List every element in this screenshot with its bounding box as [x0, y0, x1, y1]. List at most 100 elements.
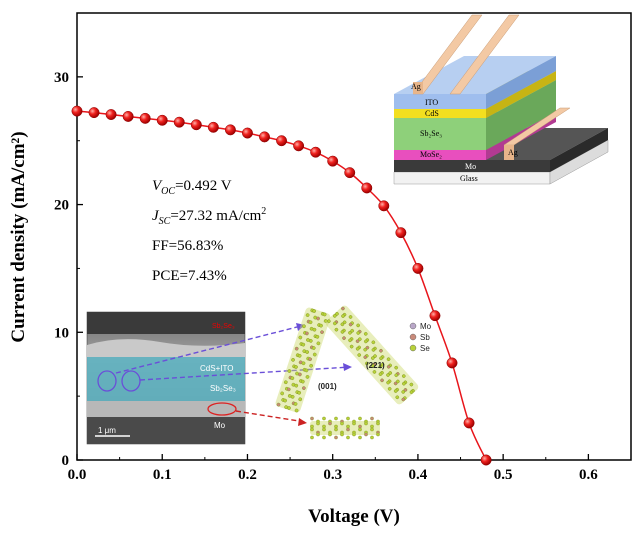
- atom: [363, 332, 368, 336]
- atom: [356, 331, 361, 335]
- atom: [309, 363, 313, 368]
- data-point: [122, 110, 134, 122]
- atom: [401, 374, 406, 378]
- data-point: [71, 105, 83, 117]
- y-tick-label: 20: [54, 198, 69, 214]
- atom: [305, 375, 310, 379]
- x-axis-title: Voltage (V): [308, 506, 400, 527]
- x-tick-label: 0.5: [494, 467, 513, 483]
- atom: [298, 397, 303, 402]
- plot-frame: [76, 12, 632, 461]
- atom: [379, 348, 383, 353]
- atom: [298, 335, 303, 340]
- atom: [340, 330, 345, 334]
- jsc-text: JSC=27.32 mA/cm2: [152, 206, 266, 227]
- atom: [294, 346, 299, 351]
- arrow-head-3: [298, 418, 307, 426]
- atom: [371, 340, 376, 345]
- atom: [301, 361, 306, 366]
- atom: [348, 322, 353, 327]
- atom: [287, 406, 291, 410]
- atom: [319, 323, 323, 328]
- pce-text: PCE=7.43%: [152, 268, 227, 284]
- atom: [328, 432, 332, 437]
- atom: [287, 369, 292, 373]
- atom: [283, 380, 288, 385]
- atom: [302, 324, 306, 329]
- atom: [348, 330, 352, 335]
- x-tick-label: 0.1: [153, 467, 172, 483]
- x-tick-label: 0.3: [323, 467, 342, 483]
- label-001: (001): [318, 382, 337, 391]
- atom: [316, 432, 320, 437]
- atom: [327, 319, 331, 324]
- layer-ito: ITO: [425, 98, 438, 107]
- layer-mo: Mo: [465, 162, 476, 171]
- atom: [364, 432, 368, 437]
- atom: [379, 356, 383, 361]
- atom: [394, 365, 398, 370]
- atom: [340, 432, 344, 437]
- atom: [312, 352, 317, 357]
- atom: [355, 346, 360, 351]
- atom: [308, 339, 313, 343]
- y-tick-label: 0: [62, 453, 70, 469]
- crystal-001: (001): [275, 307, 337, 413]
- data-point: [105, 109, 117, 120]
- data-point: [395, 227, 407, 239]
- atom: [370, 356, 375, 360]
- atom: [334, 327, 339, 332]
- sem-label-sb2se3: Sb₂Se₃: [210, 384, 236, 393]
- atom: [294, 408, 299, 413]
- atom: [376, 421, 380, 426]
- atom: [312, 309, 316, 313]
- legend-atom-label: Sb: [420, 333, 430, 342]
- atom: [394, 373, 399, 378]
- atom: [334, 424, 338, 429]
- atom: [371, 363, 375, 368]
- atom: [364, 339, 368, 344]
- data-point: [276, 135, 288, 147]
- atom: [290, 376, 295, 380]
- atom: [346, 427, 350, 432]
- atom: [402, 381, 406, 386]
- data-point: [327, 155, 339, 167]
- atom: [310, 416, 314, 421]
- atom: [316, 421, 320, 426]
- atom: [328, 421, 332, 426]
- atom: [342, 336, 346, 340]
- atom: [346, 424, 350, 429]
- atom-legend: Mo Sb Se: [409, 322, 432, 353]
- atom: [322, 312, 327, 317]
- data-point: [412, 262, 424, 274]
- atom: [301, 342, 306, 347]
- atom: [302, 386, 306, 390]
- data-point: [88, 107, 100, 119]
- atom: [341, 306, 345, 311]
- label-221: (221): [366, 361, 385, 370]
- atom: [370, 424, 374, 429]
- atom: [341, 314, 345, 318]
- atom: [322, 416, 326, 421]
- atom: [358, 424, 362, 429]
- data-point: [378, 200, 390, 212]
- atom: [283, 398, 287, 403]
- data-point: [463, 417, 475, 429]
- x-axis-ticks: 0.0 0.1 0.2 0.3 0.4 0.5 0.6: [68, 454, 598, 483]
- atom: [310, 435, 314, 440]
- atom: [310, 427, 314, 432]
- data-point: [207, 121, 219, 133]
- atom: [395, 395, 400, 400]
- legend-atom-swatch: [409, 344, 417, 352]
- legend-atom-swatch: [409, 322, 417, 330]
- atom: [334, 416, 338, 421]
- x-tick-label: 0.6: [579, 467, 598, 483]
- atom: [286, 387, 291, 392]
- atom: [297, 354, 302, 358]
- atom: [380, 378, 384, 383]
- atom: [358, 416, 362, 421]
- data-point: [344, 167, 356, 179]
- data-point: [361, 182, 373, 194]
- atom: [293, 402, 298, 406]
- atom: [401, 397, 406, 402]
